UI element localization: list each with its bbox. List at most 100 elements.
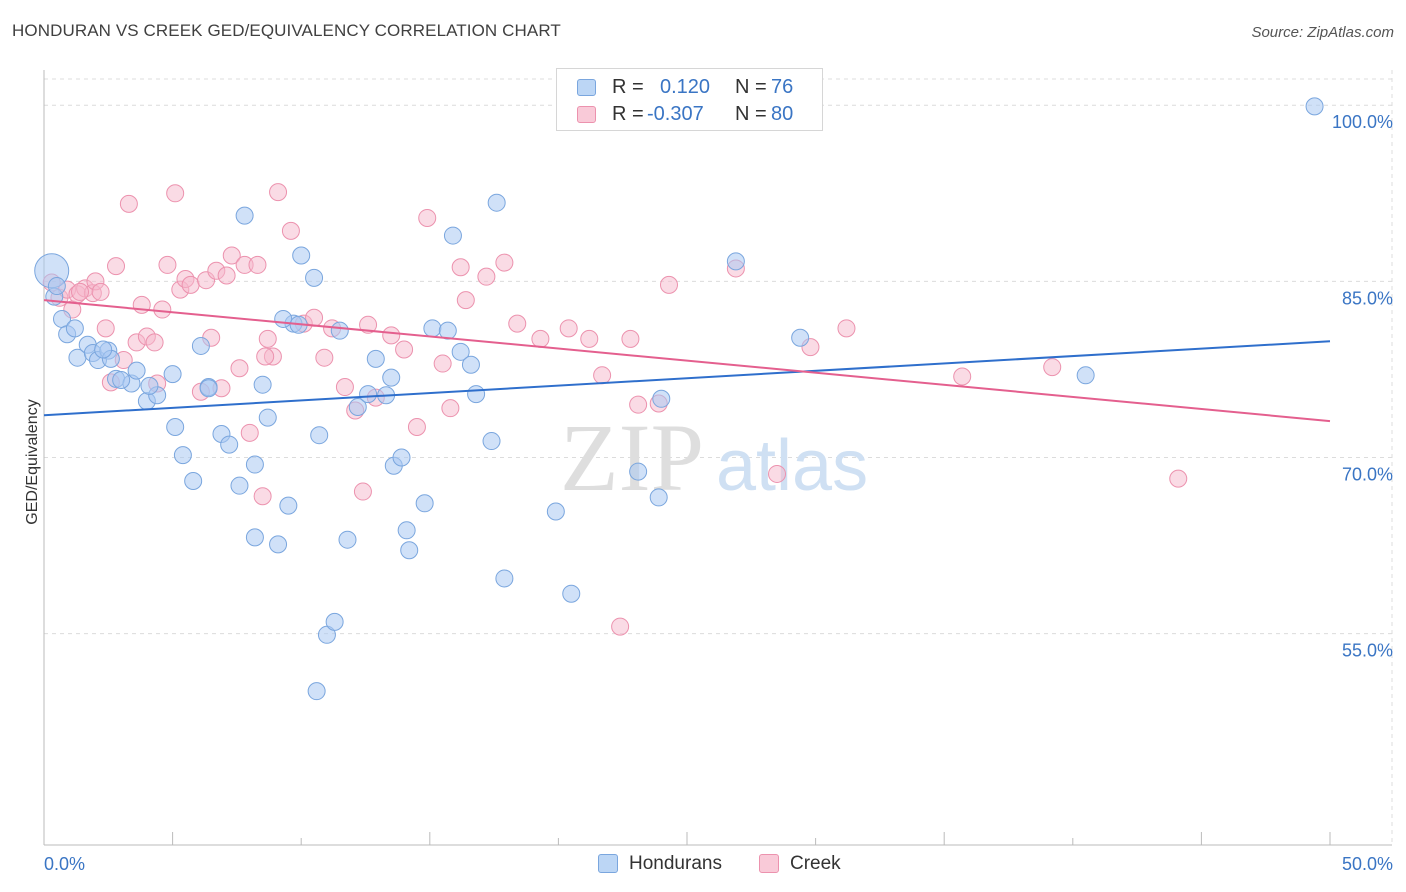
hondurans-point — [94, 340, 113, 359]
creek-point — [621, 329, 640, 348]
creek-point — [335, 378, 354, 397]
hondurans-point — [652, 389, 671, 408]
creek-point — [418, 208, 437, 227]
hondurans-point — [47, 277, 66, 296]
y-axis-label: GED/Equivalency — [24, 399, 41, 524]
hondurans-point — [546, 502, 565, 521]
hondurans-point — [443, 226, 462, 245]
tick-labels: 55.0% 70.0% 85.0% 100.0% 0.0% 50.0% — [44, 112, 1393, 874]
hondurans-point — [487, 193, 506, 212]
hondurans-point — [199, 379, 218, 398]
hondurans-point — [127, 361, 146, 380]
legend-row-hondurans: R = 0.120 N = 76 — [557, 73, 822, 101]
watermark: ZIP atlas — [560, 404, 868, 511]
hondurans-point — [423, 319, 442, 338]
hondurans-point — [220, 435, 239, 454]
creek-point — [451, 258, 470, 277]
creek-point — [477, 267, 496, 286]
hondurans-point — [495, 569, 514, 588]
n-label: N = — [735, 103, 767, 125]
hondurans-point — [461, 355, 480, 374]
legend-hondurans: Hondurans — [629, 853, 722, 874]
creek-point — [508, 314, 527, 333]
creek-point — [158, 255, 177, 274]
hondurans-point — [279, 496, 298, 515]
creek-point — [153, 300, 172, 319]
hondurans-point — [400, 541, 419, 560]
creek-point — [629, 395, 648, 414]
hondurans-swatch — [577, 79, 596, 96]
creek-point — [559, 319, 578, 338]
hondurans-point — [348, 398, 367, 417]
n-value: 76 — [771, 76, 794, 98]
creek-point — [659, 275, 678, 294]
legend-creek: Creek — [790, 853, 841, 874]
grid-lines — [44, 70, 1393, 845]
creek-point — [953, 367, 972, 386]
hondurans-point — [253, 375, 272, 394]
hondurans-point — [274, 309, 293, 328]
creek-point — [593, 366, 612, 385]
legend-series: Hondurans Creek — [598, 852, 858, 878]
x-tick-label: 0.0% — [44, 854, 85, 874]
creek-point — [315, 348, 334, 367]
creek-point — [269, 183, 288, 202]
hondurans-legend-swatch — [598, 854, 618, 873]
hondurans-point — [791, 328, 810, 347]
creek-points — [42, 96, 1188, 636]
creek-point — [837, 319, 856, 338]
hondurans-point — [184, 471, 203, 490]
hondurans-point — [258, 408, 277, 427]
creek-point — [359, 315, 378, 334]
hondurans-point — [307, 682, 326, 701]
hondurans-point — [230, 476, 249, 495]
creek-point — [611, 617, 630, 636]
legend-row-creek: R = -0.307 N = 80 — [557, 100, 822, 128]
r-value: -0.307 — [647, 103, 704, 125]
hondurans-point — [112, 371, 131, 389]
creek-point — [531, 329, 550, 348]
hondurans-point — [382, 368, 401, 387]
hondurans-point — [305, 268, 324, 287]
hondurans-points — [34, 97, 1324, 701]
source-label: Source: ZipAtlas.com — [1251, 24, 1394, 41]
creek-point — [107, 257, 126, 276]
n-value: 80 — [771, 103, 794, 125]
legend-stats: R = 0.120 N = 76 R = -0.307 N = 80 — [556, 68, 823, 131]
creek-point — [395, 340, 414, 359]
n-label: N = — [735, 76, 767, 98]
creek-point — [119, 194, 138, 213]
hondurans-point — [649, 488, 668, 507]
hondurans-point — [310, 426, 329, 445]
creek-point — [248, 255, 267, 274]
creek-point — [258, 329, 277, 348]
hondurans-point — [330, 321, 349, 340]
creek-point — [1043, 358, 1062, 377]
hondurans-point — [359, 385, 378, 404]
creek-point — [382, 326, 401, 345]
creek-point — [353, 482, 372, 501]
creek-point — [217, 266, 236, 285]
creek-point — [71, 282, 90, 301]
hondurans-point — [245, 455, 264, 474]
creek-point — [441, 399, 460, 418]
creek-point — [91, 282, 110, 301]
hondurans-point — [482, 432, 501, 451]
creek-point — [230, 359, 249, 378]
creek-point — [407, 417, 426, 436]
creek-point — [96, 319, 115, 338]
hondurans-point — [325, 612, 344, 631]
hondurans-point — [292, 246, 311, 265]
hondurans-point — [166, 417, 185, 436]
hondurans-point — [562, 584, 581, 603]
creek-point — [768, 464, 787, 483]
hondurans-point — [269, 535, 288, 554]
hondurans-point — [629, 462, 648, 481]
hondurans-point — [338, 530, 357, 549]
chart-title: HONDURAN VS CREEK GED/EQUIVALENCY CORREL… — [12, 21, 561, 40]
hondurans-point — [1076, 366, 1095, 385]
creek-point — [181, 275, 200, 294]
creek-swatch — [577, 106, 596, 123]
hondurans-point — [438, 321, 457, 340]
